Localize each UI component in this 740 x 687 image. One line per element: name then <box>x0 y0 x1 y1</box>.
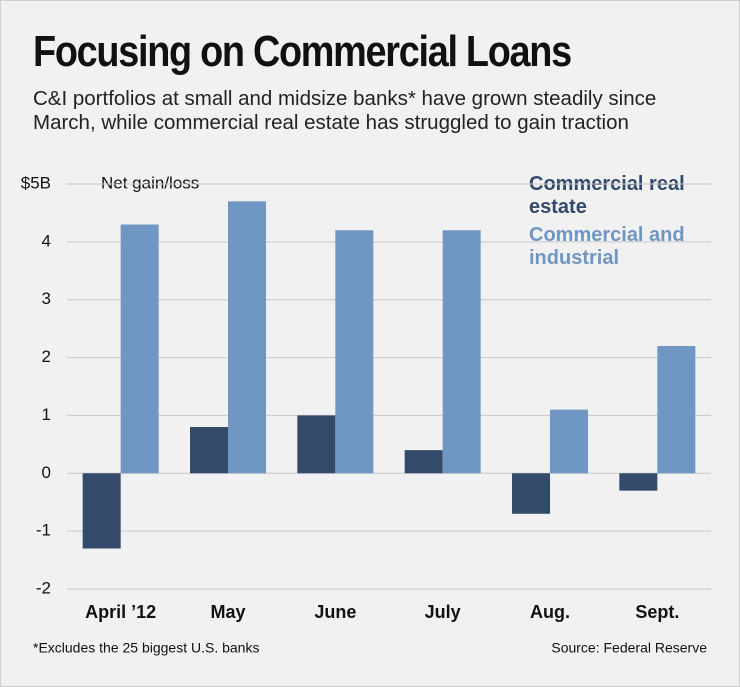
x-tick-label: Aug. <box>530 602 570 622</box>
bar <box>190 427 228 474</box>
bar <box>120 224 159 474</box>
bar <box>228 201 266 474</box>
y-tick-label: 3 <box>42 289 51 308</box>
bar <box>512 473 550 514</box>
y-tick-label: $5B <box>21 173 51 192</box>
bar <box>619 473 658 491</box>
footnote: *Excludes the 25 biggest U.S. banks <box>33 640 259 656</box>
bar <box>550 409 588 474</box>
y-tick-label: 0 <box>42 463 51 482</box>
x-tick-label: July <box>425 602 461 622</box>
x-tick-label: Sept. <box>635 602 679 622</box>
chart-title: Focusing on Commercial Loans <box>33 27 572 76</box>
legend-entry: Commercial and industrial <box>529 224 685 269</box>
bar <box>442 230 481 474</box>
x-tick-label: April ’12 <box>85 602 156 622</box>
x-tick-label: June <box>314 602 356 622</box>
source: Source: Federal Reserve <box>551 640 707 656</box>
x-tick-label: May <box>210 602 245 622</box>
bar <box>82 473 121 549</box>
bar <box>657 346 696 474</box>
y-tick-label: 4 <box>42 231 51 250</box>
y-tick-label: 1 <box>42 405 51 424</box>
bar <box>335 230 374 474</box>
bar <box>404 450 443 474</box>
y-tick-label: -1 <box>36 521 51 540</box>
y-axis-label: Net gain/loss <box>101 173 199 192</box>
y-tick-label: 2 <box>42 347 51 366</box>
y-tick-label: -2 <box>36 578 51 597</box>
bar <box>297 415 336 474</box>
chart-subtitle: C&I portfolios at small and midsize bank… <box>33 87 657 134</box>
